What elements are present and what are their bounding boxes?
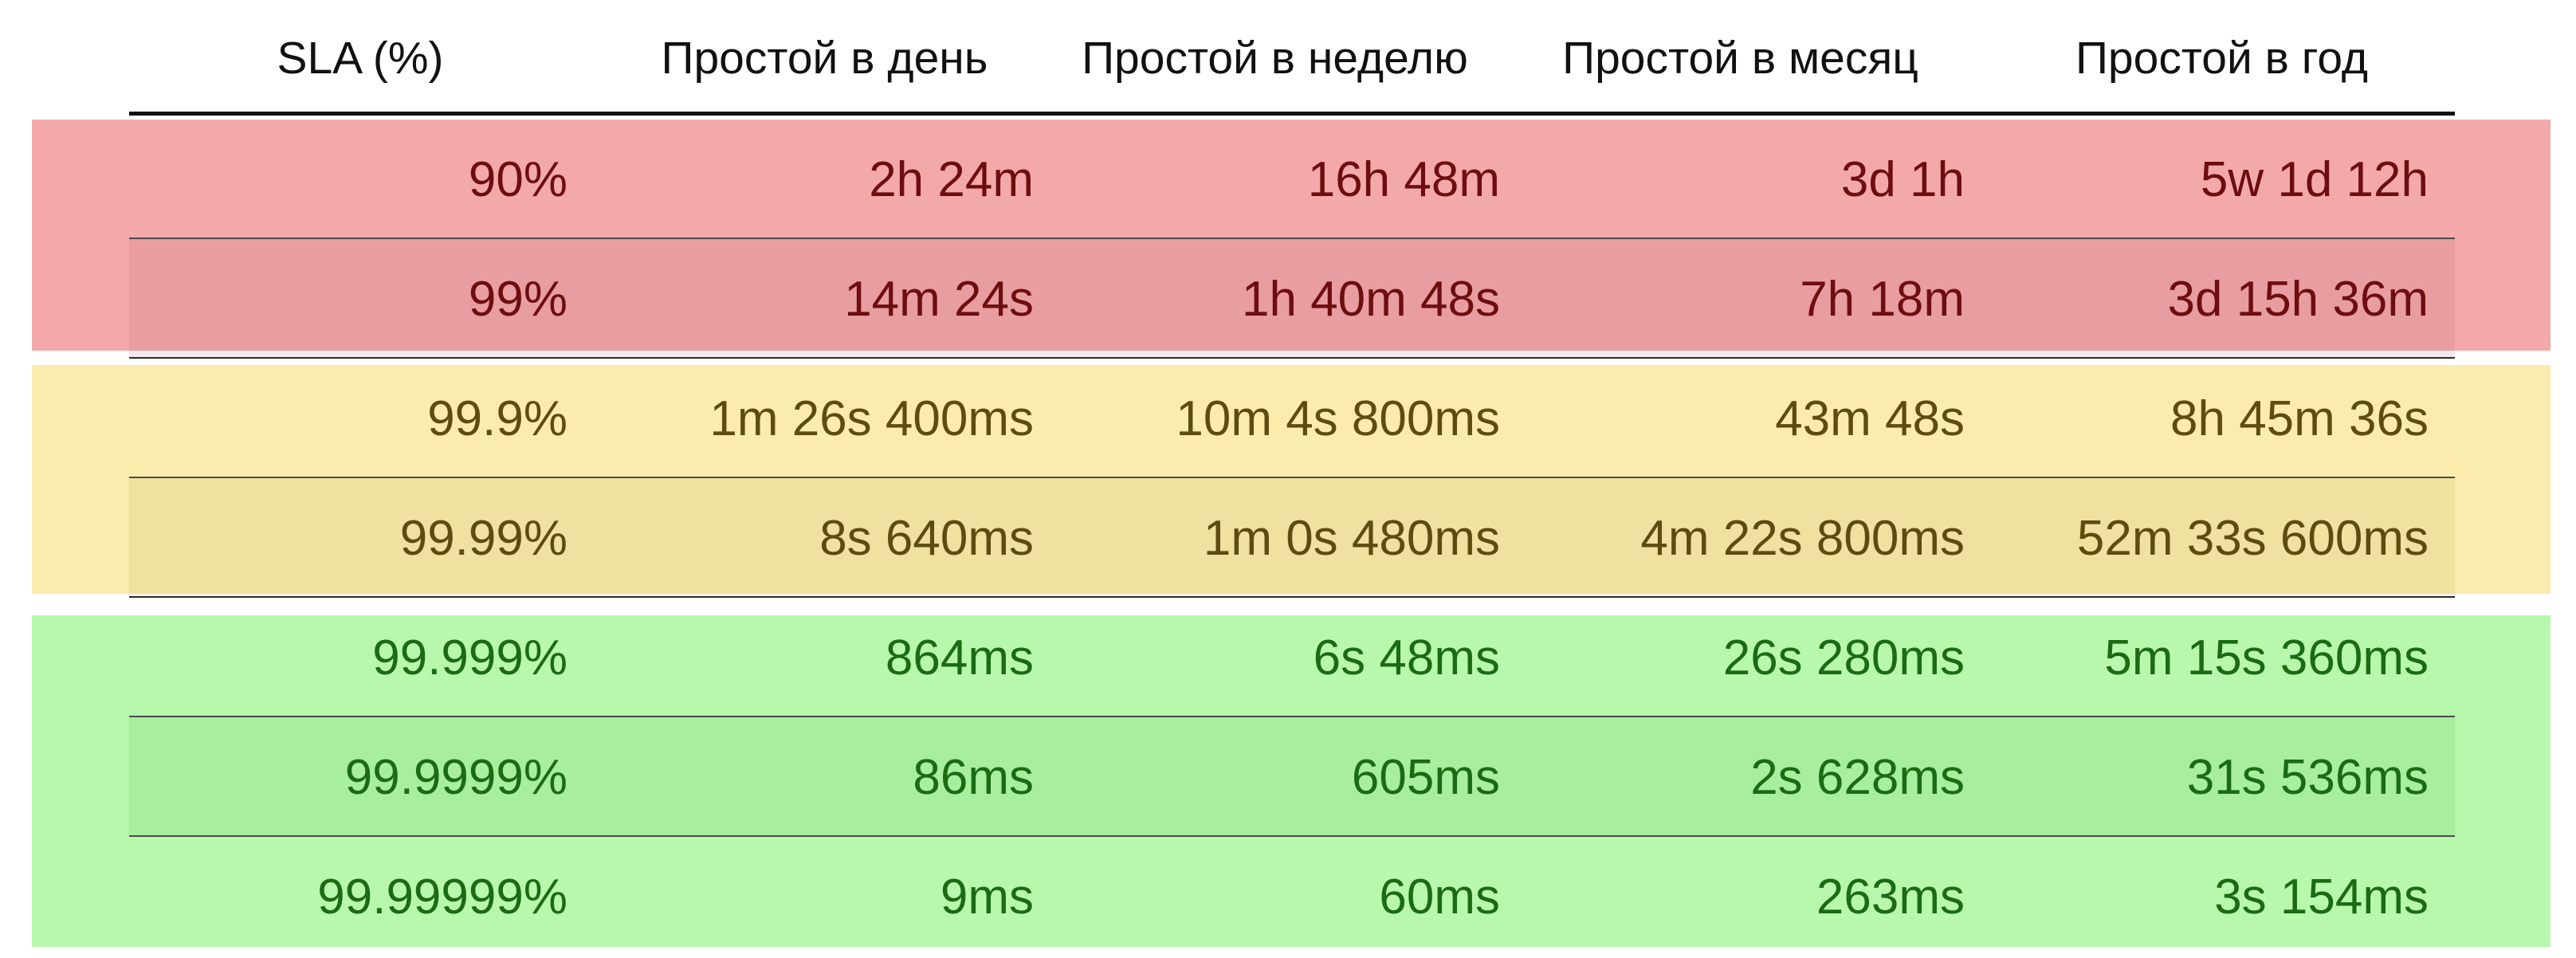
- downtime-day: 2h 24m: [869, 152, 1034, 207]
- sla-value: 99.99%: [399, 511, 567, 566]
- column-header-per-year: Простой в год: [2075, 33, 2369, 84]
- downtime-year: 31s 536ms: [2186, 750, 2429, 805]
- sla-value: 99.999%: [372, 630, 567, 685]
- column-header-per-month: Простой в месяц: [1562, 33, 1918, 84]
- table-row: 99.9% 1m 26s 400ms 10m 4s 800ms 43m 48s …: [129, 359, 2455, 478]
- column-header-per-week: Простой в неделю: [1082, 33, 1468, 84]
- red-tier-band: [32, 120, 2550, 351]
- downtime-week: 1h 40m 48s: [1242, 272, 1500, 327]
- table-row: 99% 14m 24s 1h 40m 48s 7h 18m 3d 15h 36m: [129, 239, 2455, 359]
- sla-value: 99.99999%: [317, 870, 567, 925]
- yellow-tier-band: [32, 365, 2550, 594]
- downtime-month: 4m 22s 800ms: [1640, 511, 1965, 566]
- sla-value: 99.9%: [427, 391, 567, 446]
- downtime-month: 263ms: [1816, 870, 1965, 925]
- downtime-year: 5w 1d 12h: [2200, 152, 2429, 207]
- downtime-month: 43m 48s: [1775, 391, 1965, 446]
- downtime-year: 5m 15s 360ms: [2104, 630, 2429, 685]
- table-row: 90% 2h 24m 16h 48m 3d 1h 5w 1d 12h: [129, 120, 2455, 239]
- green-tier-band: [32, 615, 2550, 947]
- downtime-month: 3d 1h: [1840, 152, 1965, 207]
- sla-value: 99%: [468, 272, 567, 327]
- column-header-per-day: Простой в день: [661, 33, 988, 84]
- downtime-month: 26s 280ms: [1722, 630, 1965, 685]
- column-header-sla: SLA (%): [277, 33, 444, 84]
- downtime-day: 86ms: [913, 750, 1034, 805]
- downtime-week: 10m 4s 800ms: [1176, 391, 1500, 446]
- downtime-day: 14m 24s: [844, 272, 1034, 327]
- downtime-week: 605ms: [1351, 750, 1500, 805]
- sla-value: 99.9999%: [344, 750, 567, 805]
- table-row: 99.99999% 9ms 60ms 263ms 3s 154ms: [129, 837, 2455, 956]
- downtime-day: 8s 640ms: [819, 511, 1034, 566]
- downtime-year: 3d 15h 36m: [2167, 272, 2429, 327]
- table-row: 99.99% 8s 640ms 1m 0s 480ms 4m 22s 800ms…: [129, 478, 2455, 598]
- sla-downtime-table: SLA (%) Простой в день Простой в неделю …: [129, 0, 2455, 956]
- table-row: 99.999% 864ms 6s 48ms 26s 280ms 5m 15s 3…: [129, 598, 2455, 717]
- downtime-year: 8h 45m 36s: [2170, 391, 2429, 446]
- downtime-day: 864ms: [885, 630, 1034, 685]
- table-header: SLA (%) Простой в день Простой в неделю …: [129, 0, 2455, 116]
- downtime-week: 60ms: [1379, 870, 1500, 925]
- downtime-day: 9ms: [940, 870, 1034, 925]
- downtime-week: 6s 48ms: [1313, 630, 1500, 685]
- downtime-year: 52m 33s 600ms: [2076, 511, 2429, 566]
- sla-value: 90%: [468, 152, 567, 207]
- downtime-month: 7h 18m: [1800, 272, 1965, 327]
- downtime-year: 3s 154ms: [2214, 870, 2429, 925]
- downtime-week: 16h 48m: [1307, 152, 1500, 207]
- downtime-day: 1m 26s 400ms: [709, 391, 1034, 446]
- table-row: 99.9999% 86ms 605ms 2s 628ms 31s 536ms: [129, 717, 2455, 837]
- downtime-month: 2s 628ms: [1750, 750, 1965, 805]
- downtime-week: 1m 0s 480ms: [1203, 511, 1500, 566]
